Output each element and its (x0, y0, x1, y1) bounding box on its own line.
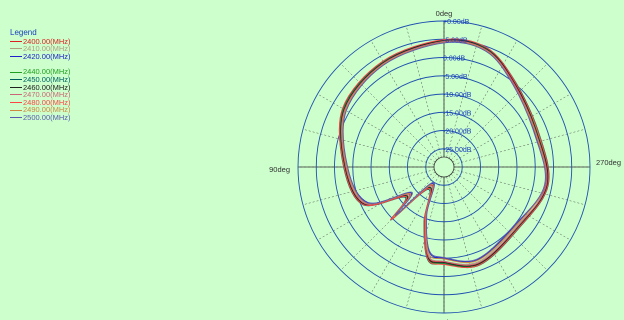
legend-title: Legend (10, 28, 37, 37)
legend-label: 2440.00(MHz) (23, 67, 71, 77)
legend-entry: 2450.00(MHz) (10, 76, 71, 84)
legend-entry: 2420.00(MHz) (10, 53, 71, 61)
legend-swatch (10, 109, 22, 111)
angle-label-top: 0deg (436, 9, 453, 18)
spoke-45 (450, 63, 548, 161)
ring-label-1: -5.00dB (443, 37, 468, 44)
legend-entry: 2460.00(MHz) (10, 82, 71, 92)
ring-label-0: +0.00dB (443, 19, 470, 26)
ring-label-7: -25.00dB (443, 147, 472, 154)
spoke-75 (453, 128, 586, 165)
spoke-15 (446, 25, 483, 158)
legend-swatch (10, 79, 22, 81)
legend-label: 2470.00(MHz) (23, 90, 71, 100)
legend-label: 2480.00(MHz) (23, 97, 71, 107)
legend-label: 2410.00(MHz) (23, 44, 71, 54)
spoke-315 (340, 63, 438, 161)
ring-2 (334, 57, 554, 277)
angle-label-left: 90deg (269, 165, 290, 174)
legend-swatch (10, 56, 22, 58)
legend-swatch (10, 71, 22, 73)
legend-label: 2460.00(MHz) (23, 82, 71, 92)
legend-swatch (10, 94, 22, 96)
ring-label-4: -10.00dB (443, 92, 472, 99)
legend-label: 2490.00(MHz) (23, 105, 71, 115)
spoke-30 (448, 40, 518, 159)
center-circle (433, 156, 455, 178)
ring-4 (370, 93, 518, 241)
spoke-210 (370, 175, 440, 294)
legend-entry: 2500.00(MHz) (10, 114, 71, 122)
legend-entry: 2480.00(MHz) (10, 99, 71, 107)
legend-entries: 2400.00(MHz) 2410.00(MHz) 2420.00(MHz) 2440… (10, 36, 71, 122)
legend-label: 2500.00(MHz) (23, 112, 71, 122)
ring-label-2: 0.00dB (443, 56, 466, 63)
spoke-300 (317, 93, 436, 163)
legend-label: 2450.00(MHz) (23, 74, 71, 84)
series-line-7 (338, 38, 550, 268)
legend: Legend 2400.00(MHz) 2410.00(MHz) 2420.00(M… (10, 29, 71, 122)
legend-swatch (10, 48, 22, 50)
spoke-195 (405, 176, 442, 309)
angle-label-right: 270deg (596, 158, 621, 167)
legend-swatch (10, 102, 22, 104)
spoke-240 (317, 171, 436, 241)
ring-7 (425, 148, 463, 186)
ring-label-6: -20.00dB (443, 129, 472, 136)
legend-swatch (10, 86, 22, 88)
angle-label-bottom: 180deg (431, 318, 456, 320)
ring-5 (388, 111, 500, 223)
spoke-225 (340, 173, 438, 271)
legend-entry: 2410.00(MHz) (10, 45, 71, 53)
spoke-135 (450, 173, 548, 271)
ring-6 (407, 130, 481, 204)
legend-entry: 2490.00(MHz) (10, 106, 71, 114)
legend-swatch (10, 40, 22, 42)
legend-swatch (10, 117, 22, 119)
spoke-60 (452, 93, 571, 163)
series-line-6 (340, 40, 548, 266)
spoke-105 (453, 169, 586, 206)
spoke-150 (448, 175, 518, 294)
spoke-285 (302, 128, 435, 165)
ring-label-5: -15.00dB (443, 110, 472, 117)
legend-entry: 2470.00(MHz) (10, 91, 71, 99)
ring-label-3: -5.00dB (443, 74, 468, 81)
spoke-330 (370, 40, 440, 159)
spoke-165 (446, 176, 483, 309)
legend-label: 2420.00(MHz) (23, 51, 71, 61)
legend-entry: 2440.00(MHz) (10, 68, 71, 76)
legend-entry: 2400.00(MHz) (10, 36, 71, 46)
series-line-9 (342, 41, 546, 262)
legend-label: 2400.00(MHz) (23, 36, 71, 46)
ring-0 (297, 20, 591, 314)
spoke-120 (452, 171, 571, 241)
spoke-255 (302, 169, 435, 206)
